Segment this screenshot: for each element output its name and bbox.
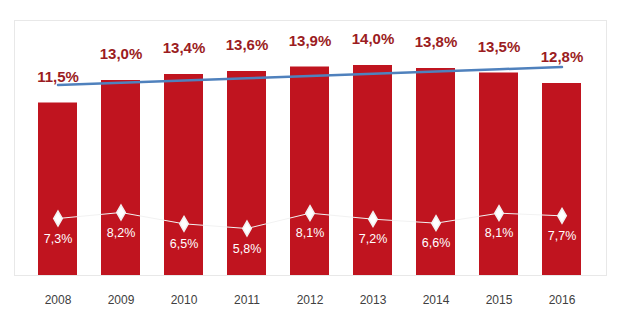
svg-text:2008: 2008 (45, 293, 72, 307)
svg-text:7,2%: 7,2% (359, 232, 388, 246)
svg-text:2011: 2011 (234, 293, 260, 307)
svg-text:13,6%: 13,6% (226, 36, 269, 53)
svg-text:2010: 2010 (171, 293, 198, 307)
svg-text:13,5%: 13,5% (478, 38, 521, 55)
svg-text:11,5%: 11,5% (37, 68, 79, 85)
svg-text:14,0%: 14,0% (352, 30, 395, 47)
svg-text:7,3%: 7,3% (44, 232, 73, 246)
svg-text:2015: 2015 (486, 293, 513, 307)
svg-text:2009: 2009 (108, 293, 135, 307)
svg-text:12,8%: 12,8% (541, 48, 584, 65)
svg-text:2013: 2013 (360, 293, 387, 307)
svg-text:5,8%: 5,8% (233, 242, 262, 256)
svg-text:2016: 2016 (549, 293, 576, 307)
svg-text:13,9%: 13,9% (289, 32, 332, 49)
svg-text:8,1%: 8,1% (296, 226, 325, 240)
svg-text:6,5%: 6,5% (170, 237, 199, 251)
svg-text:2012: 2012 (297, 293, 324, 307)
svg-text:6,6%: 6,6% (422, 236, 451, 250)
svg-text:13,0%: 13,0% (100, 45, 143, 62)
svg-text:7,7%: 7,7% (548, 229, 577, 243)
svg-text:13,8%: 13,8% (415, 33, 458, 50)
svg-text:2014: 2014 (423, 293, 450, 307)
svg-text:8,2%: 8,2% (107, 226, 136, 240)
svg-text:13,4%: 13,4% (163, 39, 206, 56)
svg-text:8,1%: 8,1% (485, 226, 514, 240)
